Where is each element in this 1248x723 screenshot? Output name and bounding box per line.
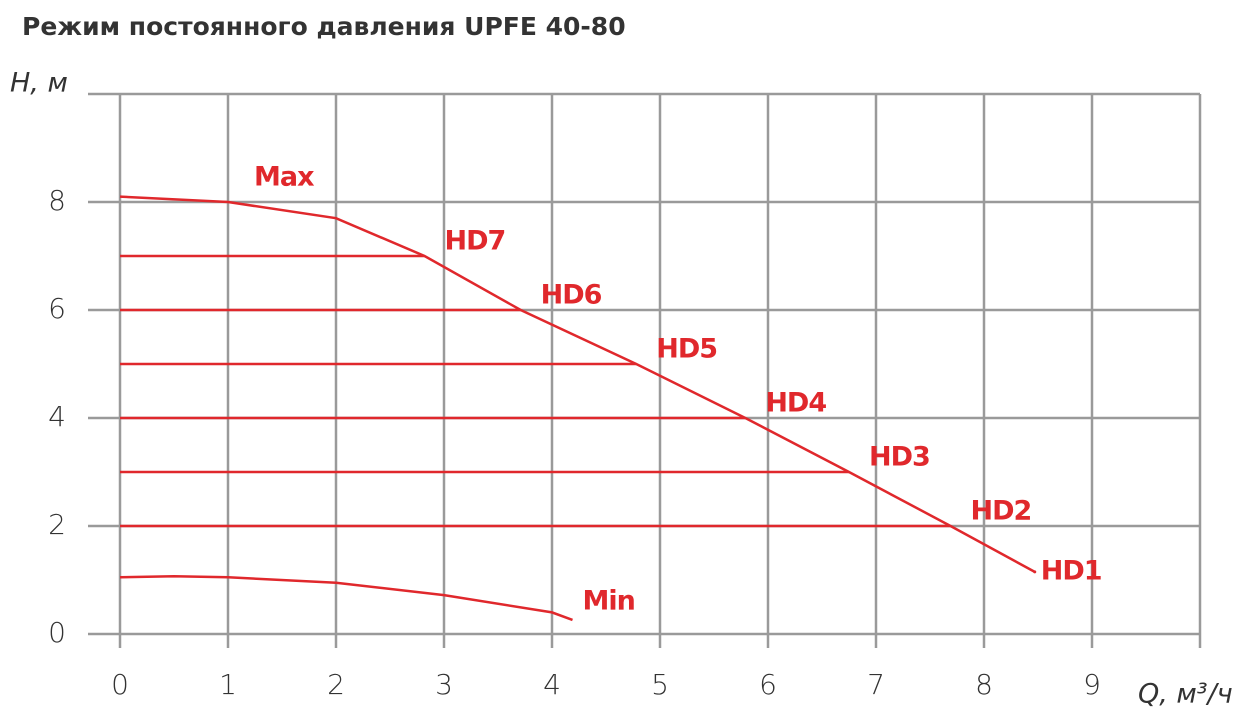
series-label: HD7 (445, 226, 506, 257)
x-tick-label: 2 (327, 668, 345, 701)
x-tick-label: 4 (543, 668, 561, 701)
series-label: HD1 (1041, 555, 1102, 586)
y-tick-label: 2 (48, 508, 66, 541)
x-tick-label: 6 (759, 668, 777, 701)
x-tick-label: 0 (111, 668, 129, 701)
x-axis-label: Q, м³/ч (1138, 679, 1233, 710)
series-label: HD2 (971, 496, 1032, 527)
chart-title: Режим постоянного давления UPFE 40-80 (22, 12, 626, 41)
y-tick-label: 6 (48, 292, 66, 325)
x-tick-label: 8 (975, 668, 993, 701)
series-point (1033, 570, 1037, 574)
series-label: HD4 (765, 388, 826, 419)
series-label: Max (254, 162, 314, 193)
series-label: Min (583, 585, 635, 616)
series-label: HD6 (541, 280, 602, 311)
y-axis-label: H, м (10, 68, 68, 99)
series-label: HD5 (656, 334, 717, 365)
series-line (119, 195, 1036, 573)
x-tick-label: 7 (867, 668, 885, 701)
x-tick-label: 9 (1083, 668, 1101, 701)
series-line (119, 574, 573, 622)
x-tick-label: 5 (651, 668, 669, 701)
series-label: HD3 (869, 442, 930, 473)
y-tick-label: 8 (48, 184, 66, 217)
y-tick-label: 4 (48, 400, 66, 433)
x-tick-label: 3 (435, 668, 453, 701)
x-tick-label: 1 (219, 668, 237, 701)
y-tick-label: 0 (48, 616, 66, 649)
